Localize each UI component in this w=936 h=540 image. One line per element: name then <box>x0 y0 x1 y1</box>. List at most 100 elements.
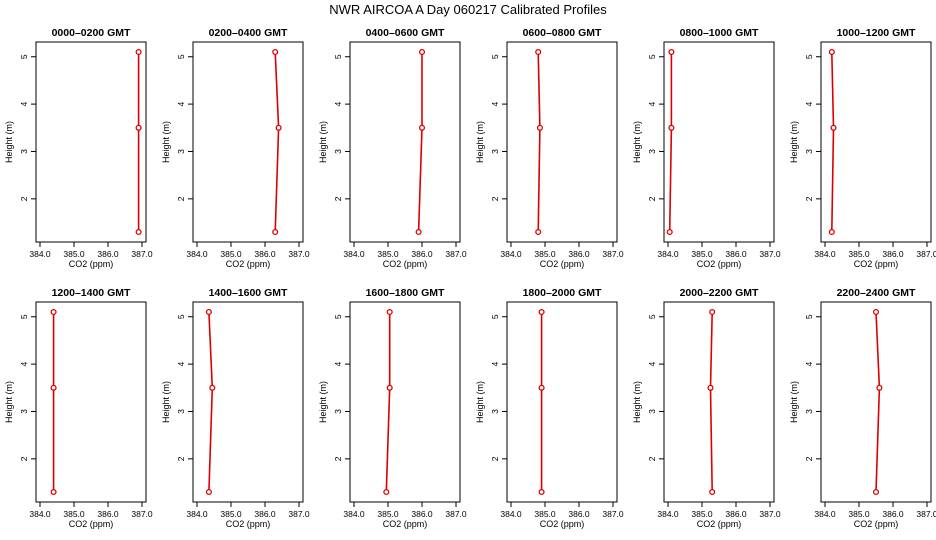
profile-point <box>272 48 279 56</box>
x-tick-label: 384.0 <box>29 249 51 259</box>
x-tick-label: 387.0 <box>916 509 936 519</box>
x-tick-label: 384.0 <box>657 249 679 259</box>
y-tick-label: 4 <box>804 101 814 106</box>
y-tick-label: 4 <box>647 101 657 106</box>
y-tick-label: 4 <box>19 101 29 106</box>
x-axis-label: CO2 (ppm) <box>854 259 899 269</box>
panel-title: 1000–1200 GMT <box>837 27 916 39</box>
panel-4: 0600–0800 GMT 384.0 385.0 386.0 387.0 CO2 (pp… <box>475 27 624 269</box>
profile-point <box>872 488 880 496</box>
plot-frame <box>35 301 147 503</box>
profile-point <box>418 124 426 131</box>
profile-point <box>415 228 422 236</box>
x-tick-label: 387.0 <box>445 509 467 519</box>
y-tick-label: 5 <box>804 54 814 59</box>
y-tick-label: 3 <box>333 409 343 414</box>
profile-point <box>536 124 543 131</box>
x-tick-label: 387.0 <box>759 509 781 519</box>
x-tick-label: 384.0 <box>29 509 51 519</box>
x-axis-label: CO2 (ppm) <box>383 519 428 529</box>
panel-title: 2000–2200 GMT <box>680 287 759 299</box>
profile-point <box>135 48 142 56</box>
x-tick-label: 387.0 <box>602 509 624 519</box>
y-tick-label: 5 <box>490 54 500 59</box>
panel-5: 0800–1000 GMT 384.0 385.0 386.0 387.0 CO2 (pp… <box>632 27 781 269</box>
y-tick-label: 4 <box>333 101 343 106</box>
y-tick-label: 2 <box>804 196 814 201</box>
y-axis-label: Height (m) <box>632 381 642 423</box>
profile-point <box>383 488 390 496</box>
x-tick-label: 386.0 <box>568 249 590 259</box>
x-axis-label: CO2 (ppm) <box>540 259 585 269</box>
y-axis-label: Height (m) <box>4 121 14 163</box>
panel-2: 0200–0400 GMT 384.0 385.0 386.0 387.0 CO2 (pp… <box>161 27 310 269</box>
plot-frame <box>506 41 618 243</box>
profile-line <box>875 311 881 493</box>
panel-title: 0800–1000 GMT <box>680 27 759 39</box>
panel-title: 0400–0600 GMT <box>366 27 445 39</box>
y-tick-label: 3 <box>647 149 657 154</box>
y-tick-label: 3 <box>176 149 186 154</box>
x-tick-label: 386.0 <box>411 509 433 519</box>
x-tick-label: 385.0 <box>377 249 399 259</box>
profile-point <box>535 228 542 236</box>
x-axis-label: CO2 (ppm) <box>226 519 271 529</box>
x-tick-label: 385.0 <box>220 509 242 519</box>
plot-frame <box>192 301 304 503</box>
x-tick-label: 384.0 <box>500 249 522 259</box>
panel-11: 2000–2200 GMT 384.0 385.0 386.0 387.0 CO2 (pp… <box>632 287 781 529</box>
y-tick-label: 2 <box>333 456 343 461</box>
profile-line <box>417 52 423 233</box>
panel-3: 0400–0600 GMT 384.0 385.0 386.0 387.0 CO2 (pp… <box>318 27 467 269</box>
panel-title: 0000–0200 GMT <box>52 27 131 39</box>
panel-title: 0600–0800 GMT <box>523 27 602 39</box>
x-axis-label: CO2 (ppm) <box>854 519 899 529</box>
plot-frame <box>506 301 618 503</box>
panel-title: 1400–1600 GMT <box>209 287 288 299</box>
y-tick-label: 2 <box>333 196 343 201</box>
y-tick-label: 3 <box>176 409 186 414</box>
profile-point <box>709 308 716 316</box>
y-tick-label: 2 <box>176 456 186 461</box>
y-axis-label: Height (m) <box>161 121 171 163</box>
plot-frame <box>663 301 775 503</box>
y-tick-label: 5 <box>333 314 343 319</box>
x-tick-label: 385.0 <box>534 249 556 259</box>
y-tick-label: 4 <box>176 361 186 366</box>
profile-point <box>668 124 675 131</box>
y-tick-label: 2 <box>804 456 814 461</box>
profile-point <box>50 488 57 496</box>
profile-point <box>709 488 716 496</box>
y-axis-label: Height (m) <box>632 121 642 163</box>
x-tick-label: 385.0 <box>63 509 85 519</box>
panel-6: 1000–1200 GMT 384.0 385.0 386.0 387.0 CO2 (pp… <box>789 27 936 269</box>
y-tick-label: 3 <box>804 409 814 414</box>
x-tick-label: 384.0 <box>500 509 522 519</box>
x-tick-label: 386.0 <box>882 509 904 519</box>
panel-title: 0200–0400 GMT <box>209 27 288 39</box>
y-tick-label: 2 <box>490 196 500 201</box>
panel-9: 1600–1800 GMT 384.0 385.0 386.0 387.0 CO2 (pp… <box>318 287 467 529</box>
x-tick-label: 384.0 <box>343 249 365 259</box>
profile-point <box>828 228 835 236</box>
plot-frame <box>192 41 304 243</box>
x-tick-label: 385.0 <box>848 249 870 259</box>
y-tick-label: 3 <box>490 149 500 154</box>
plot-frame <box>35 41 147 243</box>
x-tick-label: 384.0 <box>657 509 679 519</box>
x-tick-label: 384.0 <box>186 509 208 519</box>
y-tick-label: 3 <box>490 409 500 414</box>
profile-point <box>275 124 282 131</box>
y-axis-label: Height (m) <box>475 381 485 423</box>
profile-point <box>872 308 880 316</box>
x-tick-label: 384.0 <box>186 249 208 259</box>
profile-line <box>709 311 713 493</box>
x-axis-label: CO2 (ppm) <box>697 519 742 529</box>
y-tick-label: 5 <box>176 314 186 319</box>
panel-12: 2200–2400 GMT 384.0 385.0 386.0 387.0 CO2 (pp… <box>789 287 936 529</box>
x-tick-label: 384.0 <box>814 509 836 519</box>
plot-frame <box>349 301 461 503</box>
x-tick-label: 387.0 <box>916 249 936 259</box>
x-tick-label: 386.0 <box>411 249 433 259</box>
